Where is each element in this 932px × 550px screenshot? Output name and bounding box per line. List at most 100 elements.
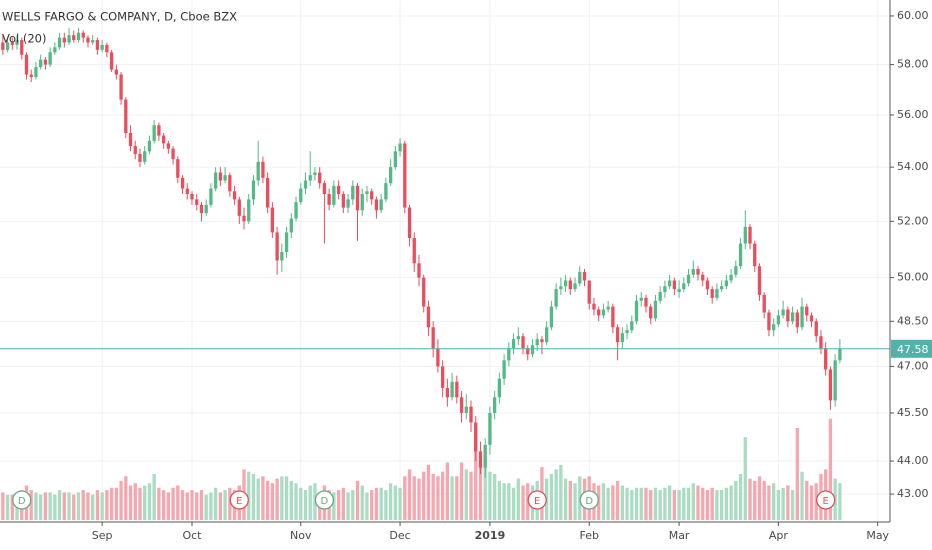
volume-bar — [800, 471, 804, 520]
volume-bar — [776, 490, 781, 520]
volume-bar — [710, 487, 714, 520]
x-tick-label: Feb — [579, 529, 598, 542]
candle-body — [5, 42, 10, 50]
candle-body — [587, 280, 591, 304]
candle-body — [53, 47, 57, 53]
candle-body — [554, 289, 558, 307]
candle-body — [280, 252, 284, 261]
candle-body — [753, 243, 757, 267]
volume-pane — [1, 418, 842, 520]
candle-body — [393, 151, 398, 168]
volume-bar — [686, 487, 691, 520]
volume-bar — [124, 476, 128, 520]
volume-bar — [10, 494, 14, 520]
volume-bar — [469, 471, 473, 520]
volume-bar — [611, 485, 615, 520]
candle-body — [322, 183, 327, 194]
volume-bar — [597, 485, 601, 520]
candle-body — [133, 146, 137, 154]
candle-body — [559, 286, 563, 290]
candle-body — [294, 202, 298, 219]
candle-body — [351, 185, 355, 200]
candle-body — [691, 269, 695, 275]
candle-body — [833, 360, 837, 401]
candle-body — [374, 199, 379, 211]
candle-body — [10, 42, 14, 45]
volume-bar — [440, 471, 445, 520]
volume-bar — [497, 480, 502, 520]
candle-body — [563, 280, 568, 287]
volume-bar — [143, 485, 147, 520]
candle-body — [355, 185, 360, 211]
volume-bar — [360, 485, 364, 520]
candle-body — [757, 266, 762, 295]
volume-bar — [653, 487, 658, 520]
volume-bar — [53, 494, 57, 520]
candle-body — [161, 135, 166, 144]
candle-body — [516, 336, 520, 340]
candle-body — [204, 204, 208, 214]
volume-bar — [672, 490, 677, 520]
volume-bar — [379, 487, 383, 520]
volume-bar — [105, 490, 109, 520]
volume-bar — [568, 480, 572, 520]
candle-body — [95, 40, 100, 50]
candle-body — [809, 315, 814, 322]
candle-body — [615, 327, 620, 343]
candle-body — [478, 451, 483, 468]
volume-bar — [294, 483, 298, 520]
candle-body — [109, 52, 114, 70]
candle-body — [786, 309, 790, 322]
candle-body — [492, 397, 497, 413]
volume-bar — [474, 428, 478, 520]
candle-body — [128, 133, 133, 147]
candle-body — [535, 339, 539, 346]
event-label: E — [236, 496, 242, 507]
volume-bar — [786, 485, 790, 520]
volume-bar — [185, 492, 189, 520]
candle-body — [417, 263, 421, 278]
x-tick-label: Oct — [182, 529, 202, 542]
candle-body — [819, 336, 823, 349]
candle-body — [318, 172, 322, 184]
candle-body — [166, 143, 171, 149]
candle-body — [147, 140, 152, 152]
candle-body — [256, 161, 260, 181]
volume-bar — [270, 483, 275, 520]
y-tick-label: 56.00 — [897, 108, 929, 121]
volume-bar — [251, 474, 256, 520]
candle-body — [790, 312, 795, 322]
candle-body — [507, 348, 511, 361]
candle-body — [336, 185, 341, 194]
candle-body — [275, 232, 279, 261]
volume-bar — [62, 492, 66, 520]
candle-body — [209, 188, 213, 205]
volume-bar — [436, 476, 440, 520]
volume-bar — [450, 476, 454, 520]
volume-bar — [29, 490, 33, 520]
volume-bar — [620, 485, 624, 520]
candle-body — [483, 444, 487, 468]
volume-bar — [247, 471, 251, 520]
candle-body — [62, 37, 66, 43]
candle-body — [521, 336, 525, 349]
volume-bar — [213, 487, 218, 520]
candle-body — [545, 327, 549, 343]
candle-body — [199, 204, 204, 214]
candle-body — [232, 191, 237, 200]
candle-body — [247, 199, 251, 222]
event-marker — [816, 490, 836, 510]
volume-bar — [478, 464, 483, 520]
candle-body — [653, 300, 658, 319]
candle-body — [658, 292, 662, 301]
volume-bar — [204, 494, 208, 520]
candle-body — [540, 339, 544, 343]
volume-bar — [256, 478, 260, 520]
candle-body — [180, 177, 185, 189]
volume-bar — [838, 483, 842, 520]
volume-bar — [667, 485, 672, 520]
volume-bar — [374, 487, 379, 520]
price-label-box — [891, 339, 932, 358]
candle-body — [729, 274, 733, 281]
